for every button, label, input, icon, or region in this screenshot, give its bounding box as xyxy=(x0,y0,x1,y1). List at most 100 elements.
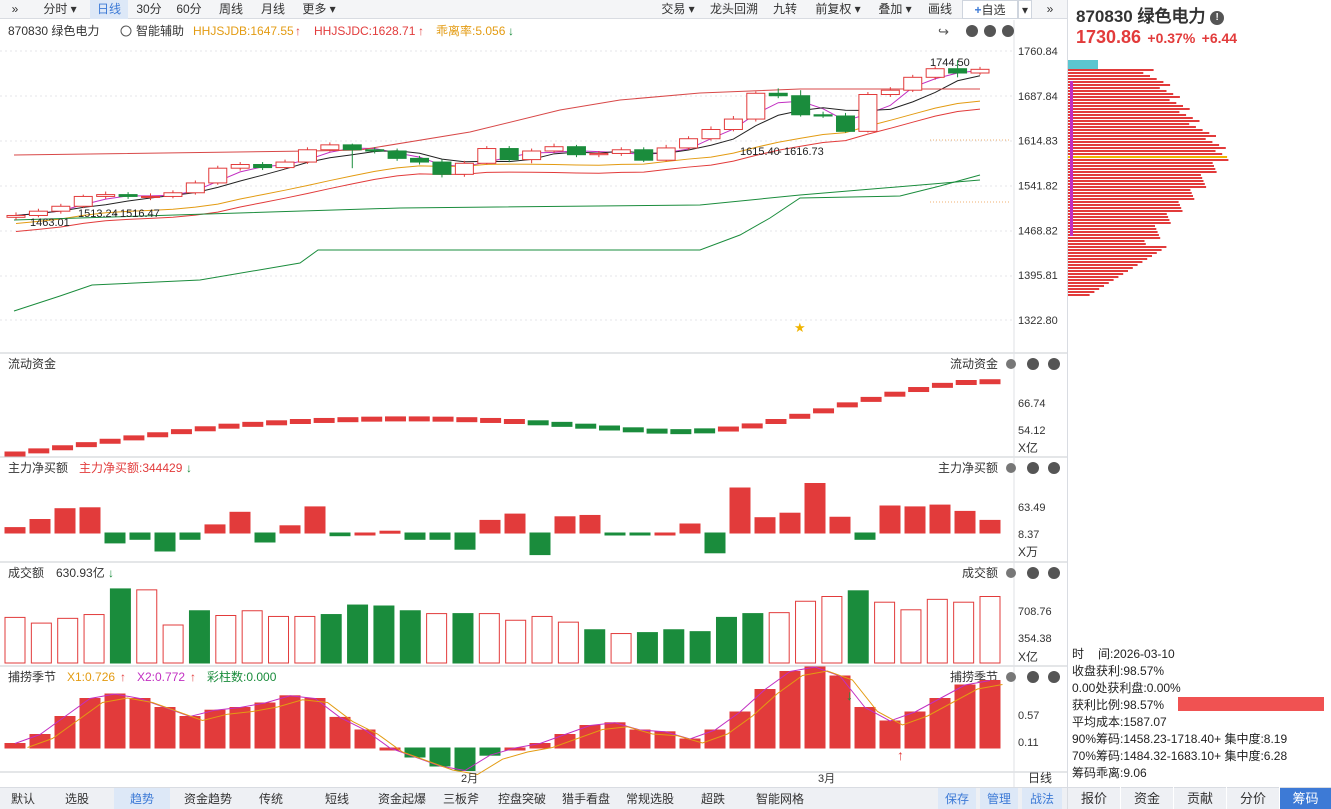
bar xyxy=(354,729,376,749)
vol-tick-2: 354.38 xyxy=(1018,633,1052,645)
close-icon[interactable] xyxy=(1002,25,1014,37)
bar xyxy=(879,505,901,534)
collapse-right-icon[interactable]: » xyxy=(1046,2,1054,16)
rtab-chips[interactable]: 筹码 xyxy=(1280,787,1331,809)
flow-unit: X亿 xyxy=(1018,440,1038,455)
candle-body xyxy=(634,149,654,161)
tab-day[interactable]: 日线 xyxy=(90,0,128,19)
bar xyxy=(57,617,79,664)
chip-bar xyxy=(1068,258,1148,260)
main-axis-tick: 1322.80 xyxy=(1018,315,1058,327)
bottom-tab-hunter[interactable]: 猎手看盘 xyxy=(561,792,610,806)
bottom-tab-regular[interactable]: 常规选股 xyxy=(625,792,674,806)
right-panel: 870830 绿色电力 ! 1730.86 +0.37% +6.44 时间:20… xyxy=(1067,0,1331,809)
save-button[interactable]: 保存 xyxy=(938,788,976,809)
overlay-menu[interactable]: 叠加 ▾ xyxy=(878,2,912,16)
candle-body xyxy=(858,94,878,132)
bottom-tab-three-axe[interactable]: 三板斧 xyxy=(442,792,479,806)
bar xyxy=(904,711,926,749)
flow-tick-1: 66.74 xyxy=(1018,398,1046,410)
tab-60min[interactable]: 60分 xyxy=(176,2,202,16)
minimize-icon[interactable] xyxy=(984,25,996,37)
bottom-tab-select[interactable]: 选股 xyxy=(64,792,89,806)
draw-button[interactable]: 画线 xyxy=(927,2,952,16)
chip-bar xyxy=(1068,279,1114,281)
assist-toggle-icon[interactable] xyxy=(120,25,132,37)
bar xyxy=(29,519,51,534)
tab-30min[interactable]: 30分 xyxy=(136,2,162,16)
chip-bar xyxy=(1068,189,1191,191)
bottom-tab-short[interactable]: 短线 xyxy=(324,792,349,806)
strategy-button[interactable]: 战法 xyxy=(1022,788,1062,809)
flow-bars xyxy=(4,379,1001,457)
bottom-tab-trend[interactable]: 趋势 xyxy=(114,788,170,809)
tab-fenshi[interactable]: 分时 ▾ xyxy=(43,2,77,16)
tab-month[interactable]: 月线 xyxy=(260,2,285,16)
candle-body xyxy=(185,182,205,194)
candle-body xyxy=(589,152,609,156)
flow-panel: 流动资金 流动资金 66.74 54.12 X亿 xyxy=(4,356,1046,457)
tab-more[interactable]: 更多 ▾ xyxy=(302,2,336,16)
bar xyxy=(329,716,351,749)
bar xyxy=(531,615,553,664)
bar xyxy=(847,590,869,664)
main-price-axis: 1760.84 1687.84 1614.83 1541.82 1468.82 1395.… xyxy=(1018,46,1058,327)
chip-bar xyxy=(1068,147,1226,149)
collapse-left-icon[interactable]: » xyxy=(11,2,19,16)
bar xyxy=(779,512,801,534)
adjust-menu[interactable]: 前复权 ▾ xyxy=(815,2,861,16)
bar xyxy=(354,532,376,536)
bar xyxy=(4,527,26,534)
flow-right-title: 流动资金 xyxy=(950,356,998,371)
bottom-tab-control[interactable]: 控盘突破 xyxy=(497,792,546,806)
chip-bar xyxy=(1068,120,1200,122)
candle-body xyxy=(73,195,93,207)
bottom-tab-traditional[interactable]: 传统 xyxy=(258,792,283,806)
bar xyxy=(529,743,551,749)
bar xyxy=(154,532,176,552)
bottom-tab-oversold[interactable]: 超跌 xyxy=(700,792,725,806)
candle-body xyxy=(141,195,161,198)
add-watchlist-button[interactable]: +自选 xyxy=(962,0,1018,19)
bar xyxy=(215,615,237,664)
bar xyxy=(136,589,158,664)
bar xyxy=(768,612,790,664)
chip-bar xyxy=(1068,285,1104,287)
manage-button[interactable]: 管理 xyxy=(980,788,1018,809)
rtab-quote[interactable]: 报价 xyxy=(1068,787,1120,809)
rtab-fund[interactable]: 资金 xyxy=(1121,787,1173,809)
watchlist-dropdown-icon[interactable]: ▾ xyxy=(1018,0,1032,19)
help-icon[interactable] xyxy=(966,25,978,37)
tab-week[interactable]: 周线 xyxy=(218,2,243,16)
bar xyxy=(408,416,430,422)
candle-body xyxy=(746,92,766,120)
chip-bar xyxy=(1068,111,1180,113)
chip-bar xyxy=(1068,135,1216,137)
chip-bar xyxy=(1068,78,1157,80)
bar xyxy=(979,379,1001,385)
info-zero: 0.00处获利盘:0.00% xyxy=(1072,681,1181,695)
net-right-title: 主力净买额 xyxy=(938,461,998,475)
info-icon[interactable]: ! xyxy=(1210,11,1225,25)
bar xyxy=(337,417,359,423)
bar xyxy=(789,413,811,419)
assist-label[interactable]: 智能辅助 xyxy=(136,23,184,38)
bar xyxy=(480,417,502,423)
rtab-contribution[interactable]: 贡献 xyxy=(1174,787,1226,809)
chip-bar xyxy=(1068,264,1138,266)
bottom-tab-fund-burst[interactable]: 资金起爆 xyxy=(377,792,426,806)
leader-review-button[interactable]: 龙头回溯 xyxy=(709,2,758,16)
bottom-tab-fund-trend[interactable]: 资金趋势 xyxy=(183,792,232,806)
share-icon[interactable]: ↪ xyxy=(938,24,949,39)
bar xyxy=(854,532,876,540)
bottom-tab-default[interactable]: 默认 xyxy=(10,792,35,806)
annotation-left-2: 1516.47 xyxy=(120,208,160,220)
bar xyxy=(610,633,632,664)
nine-turn-button[interactable]: 九转 xyxy=(772,2,797,16)
trade-menu[interactable]: 交易 ▾ xyxy=(661,2,695,16)
bottom-tab-grid[interactable]: 智能网格 xyxy=(755,792,804,806)
chip-bar xyxy=(1068,228,1157,230)
candle-body xyxy=(6,214,26,218)
bar xyxy=(79,507,101,534)
rtab-price[interactable]: 分价 xyxy=(1227,787,1279,809)
